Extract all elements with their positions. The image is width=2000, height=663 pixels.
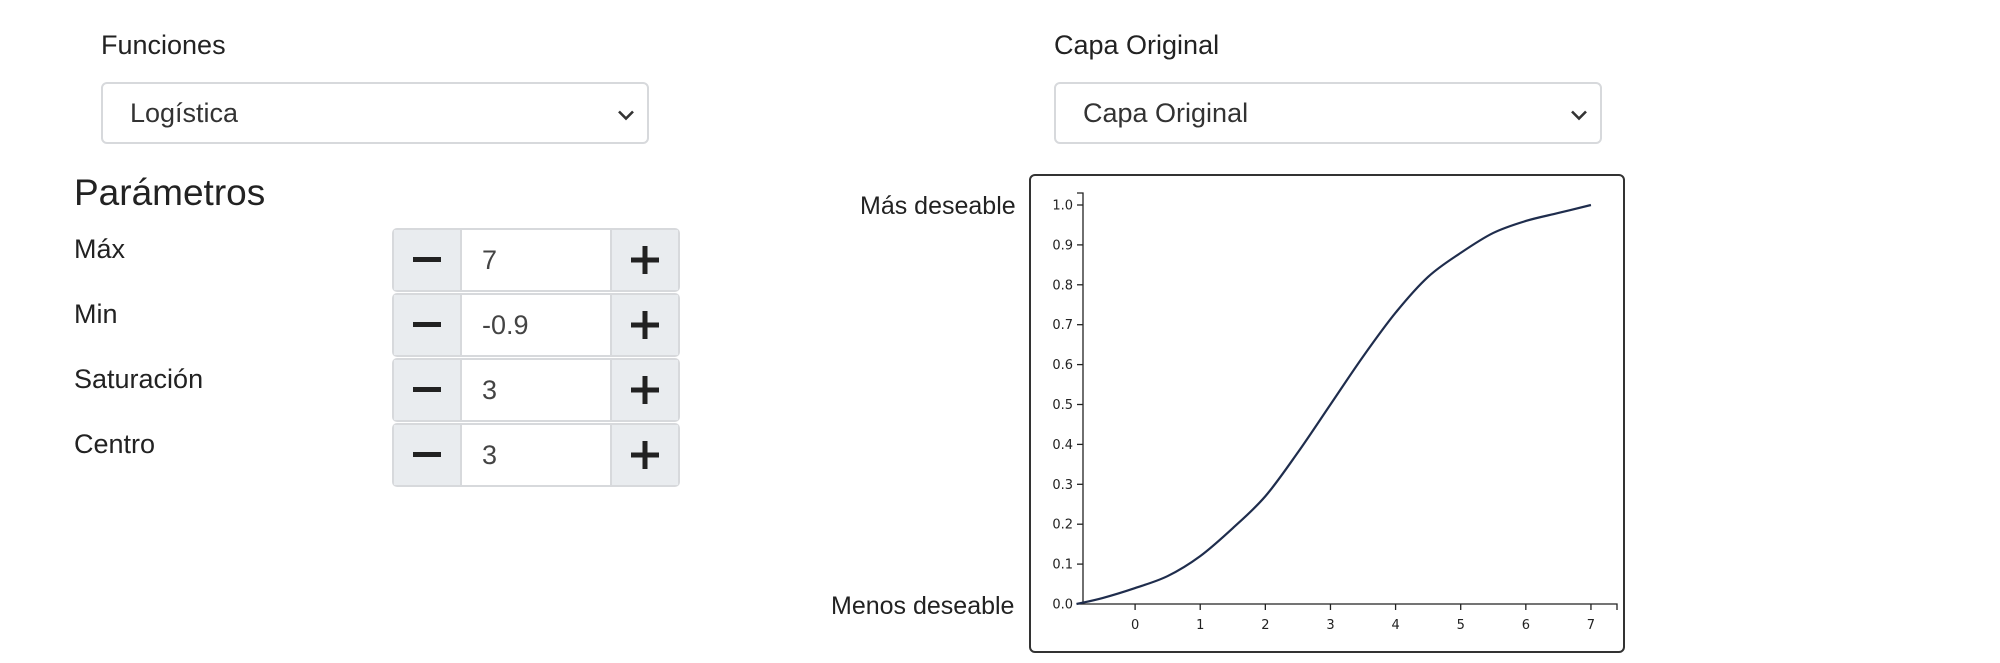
x-tick-label: 7	[1587, 618, 1595, 633]
minus-icon	[413, 322, 441, 327]
chart-container: 0.0 0.1 0.2 0.3 0.4 0.5 0.6 0.7 0.8 0.9 1.0 0 1 2 3 4 5 6…	[1029, 174, 1625, 653]
min-increment-button[interactable]	[610, 295, 678, 355]
plus-icon	[631, 246, 659, 274]
saturation-decrement-button[interactable]	[394, 360, 462, 420]
logistic-curve-line	[1076, 203, 1592, 606]
param-label-max: Máx	[74, 234, 126, 264]
max-stepper: 7	[392, 228, 680, 292]
chevron-down-icon	[1570, 98, 1588, 129]
y-tick-label: 0.4	[1052, 438, 1073, 453]
chevron-down-icon	[617, 98, 635, 129]
y-tick-label: 1.0	[1052, 199, 1073, 214]
x-tick-label: 2	[1261, 618, 1269, 633]
max-input[interactable]: 7	[482, 244, 498, 275]
x-tick-label: 4	[1391, 618, 1399, 633]
center-input[interactable]: 3	[482, 439, 498, 470]
saturation-input[interactable]: 3	[482, 374, 498, 405]
min-decrement-button[interactable]	[394, 295, 462, 355]
center-increment-button[interactable]	[610, 425, 678, 485]
layer-label: Capa Original	[1054, 30, 1220, 60]
x-tick-label: 5	[1457, 618, 1465, 633]
max-increment-button[interactable]	[610, 230, 678, 290]
plus-icon	[631, 441, 659, 469]
params-heading: Parámetros	[74, 172, 266, 213]
minus-icon	[413, 387, 441, 392]
y-label-top: Más deseable	[860, 192, 1016, 220]
param-label-saturation: Saturación	[74, 364, 204, 394]
y-tick-label: 0.1	[1052, 558, 1073, 573]
center-stepper: 3	[392, 423, 680, 487]
y-tick-label: 0.9	[1052, 238, 1073, 253]
y-tick-label: 0.7	[1052, 318, 1073, 333]
y-tick-label: 0.0	[1052, 598, 1073, 613]
param-label-center: Centro	[74, 429, 156, 459]
x-tick-label: 6	[1522, 618, 1530, 633]
functions-select-value: Logística	[130, 97, 239, 128]
min-input[interactable]: -0.9	[482, 309, 529, 340]
min-stepper: -0.9	[392, 293, 680, 357]
max-decrement-button[interactable]	[394, 230, 462, 290]
x-tick-label: 3	[1326, 618, 1334, 633]
y-tick-label: 0.8	[1052, 278, 1073, 293]
minus-icon	[413, 452, 441, 457]
x-tick-label: 1	[1196, 618, 1204, 633]
y-axis-line	[1077, 192, 1084, 604]
x-axis-line	[1083, 603, 1618, 610]
x-tick-label: 0	[1131, 618, 1139, 633]
layer-select-value: Capa Original	[1083, 97, 1249, 128]
y-tick-label: 0.5	[1052, 398, 1073, 413]
plus-icon	[631, 311, 659, 339]
saturation-stepper: 3	[392, 358, 680, 422]
saturation-increment-button[interactable]	[610, 360, 678, 420]
plus-icon	[631, 376, 659, 404]
functions-label: Funciones	[101, 30, 226, 60]
minus-icon	[413, 257, 441, 262]
logistic-chart: 0.0 0.1 0.2 0.3 0.4 0.5 0.6 0.7 0.8 0.9 1.0 0 1 2 3 4 5 6…	[1052, 192, 1618, 633]
y-label-bottom: Menos deseable	[831, 592, 1015, 620]
y-tick-label: 0.6	[1052, 358, 1073, 373]
param-label-min: Min	[74, 299, 118, 329]
functions-select[interactable]: Logística	[101, 82, 649, 144]
layer-select[interactable]: Capa Original	[1054, 82, 1602, 144]
center-decrement-button[interactable]	[394, 425, 462, 485]
y-tick-label: 0.3	[1052, 478, 1073, 493]
y-tick-label: 0.2	[1052, 518, 1073, 533]
